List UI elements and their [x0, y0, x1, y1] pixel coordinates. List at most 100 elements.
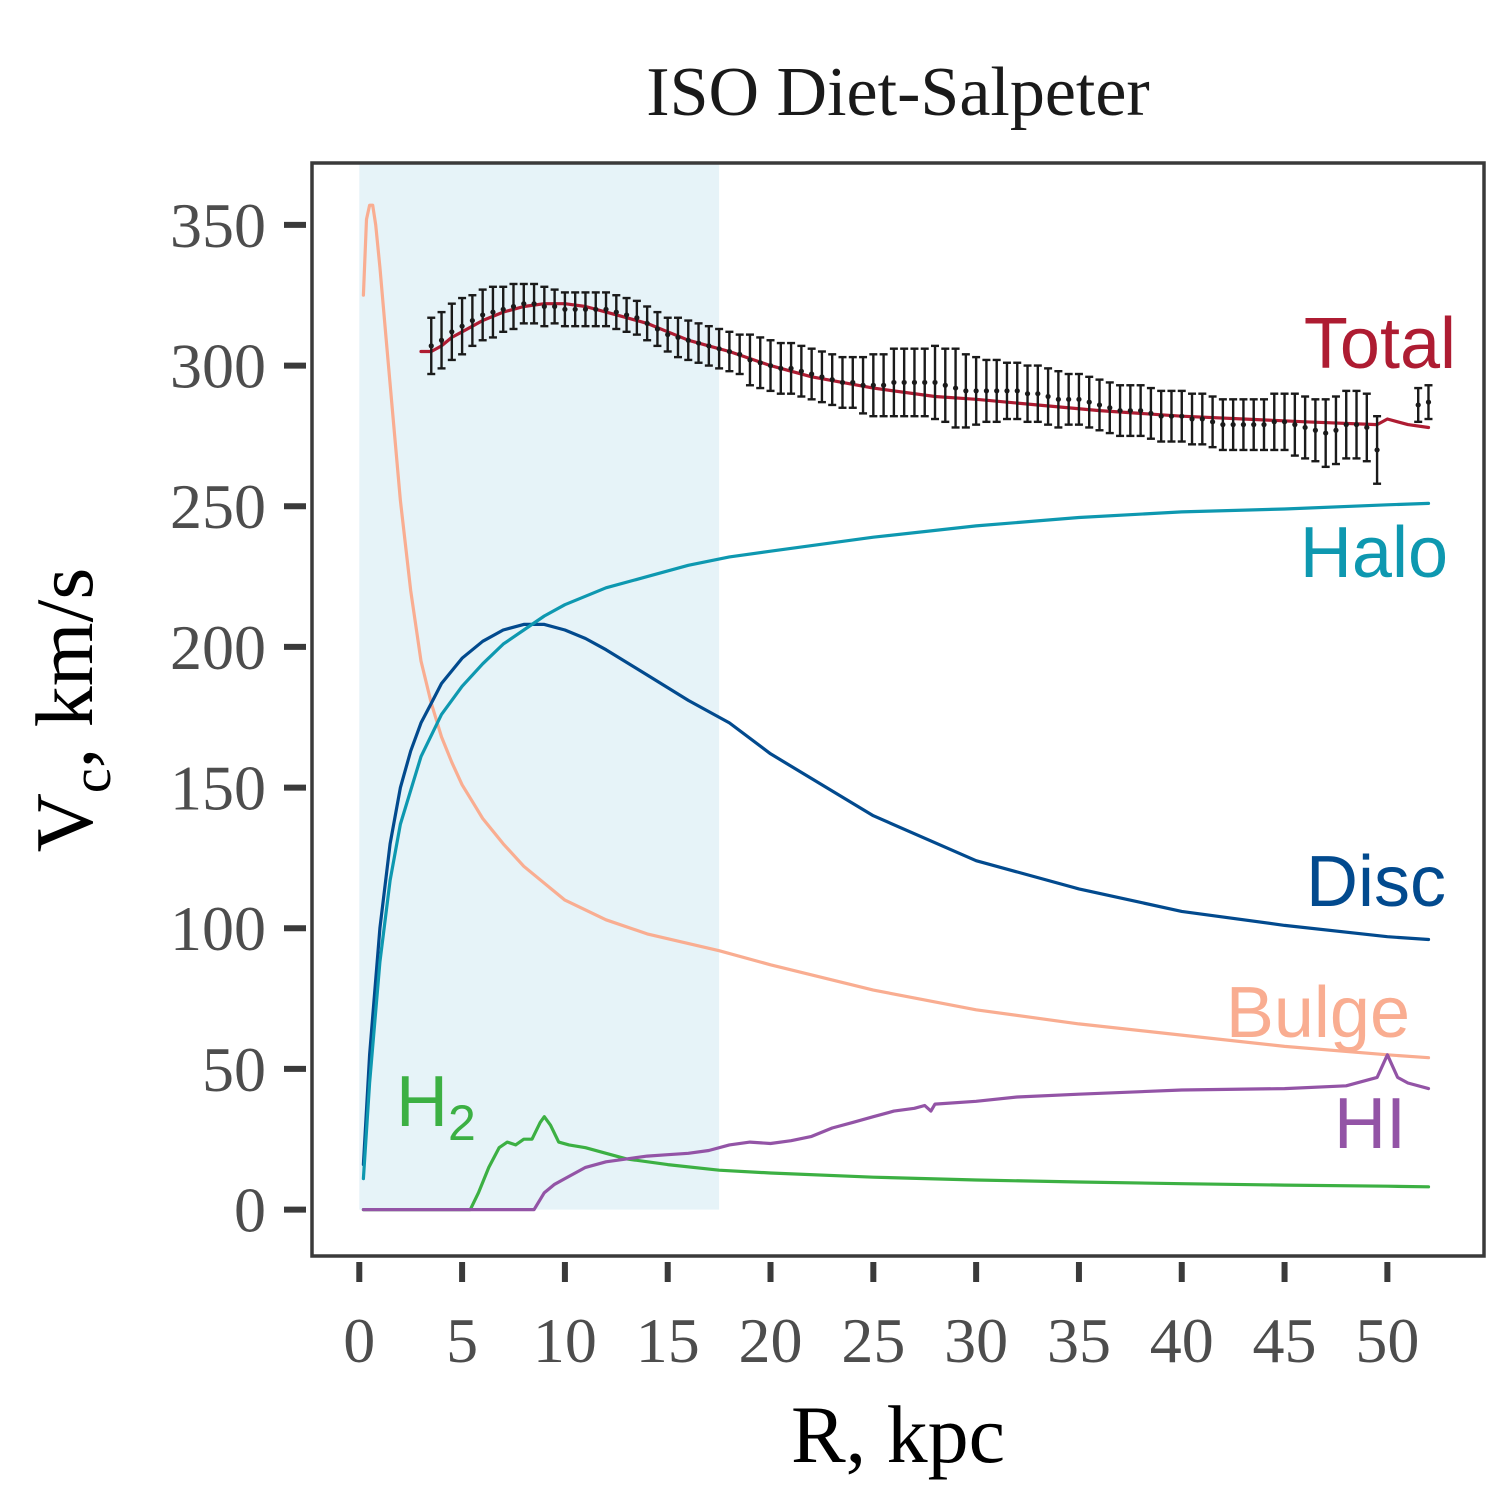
data-point	[581, 291, 590, 328]
data-point	[1074, 372, 1083, 426]
data-marker	[1168, 413, 1175, 419]
data-point	[499, 285, 508, 334]
shaded-region-layer	[359, 163, 720, 1210]
data-marker	[767, 362, 774, 369]
data-marker	[449, 329, 455, 335]
data-marker	[531, 301, 537, 307]
data-point	[879, 353, 888, 418]
data-marker	[1343, 422, 1349, 428]
data-point	[1414, 386, 1423, 424]
data-marker	[1076, 396, 1082, 402]
data-point	[1249, 398, 1258, 452]
series-label-bulge: Bulge	[1226, 973, 1410, 1053]
data-marker	[459, 323, 465, 329]
data-marker	[1425, 399, 1432, 405]
data-point	[622, 296, 631, 334]
data-marker	[973, 388, 979, 394]
data-point	[1373, 415, 1382, 485]
data-point	[694, 322, 703, 364]
data-marker	[428, 343, 434, 349]
data-marker	[603, 306, 609, 312]
data-marker	[582, 306, 589, 312]
data-point	[591, 291, 600, 328]
data-point	[1198, 392, 1207, 446]
data-marker	[623, 312, 630, 318]
series-line-halo	[361, 501, 1431, 1181]
data-point	[900, 347, 909, 418]
data-marker	[860, 382, 866, 388]
x-tick-label: 10	[533, 1305, 597, 1376]
data-marker	[1127, 407, 1133, 414]
data-marker	[1189, 416, 1195, 422]
data-point	[1146, 386, 1155, 440]
data-marker	[952, 385, 959, 391]
data-point	[1352, 389, 1361, 460]
data-point	[1064, 372, 1073, 426]
data-marker	[562, 306, 568, 312]
data-marker	[1107, 405, 1113, 411]
data-marker	[1312, 427, 1318, 433]
x-tick-label: 30	[944, 1305, 1008, 1376]
data-point	[653, 310, 662, 348]
data-point	[776, 341, 785, 395]
y-axis-ticks: 0 50 100 150 200 250 300 350	[170, 190, 306, 1246]
series-label-h2-main: H	[396, 1062, 448, 1142]
data-point	[530, 282, 539, 325]
series-label-h2: H2	[396, 1062, 476, 1151]
data-marker	[644, 320, 650, 326]
data-marker	[1251, 422, 1257, 428]
data-point	[1301, 395, 1310, 460]
data-point	[1280, 392, 1289, 452]
data-point	[807, 347, 816, 401]
data-point	[1259, 398, 1268, 452]
x-axis-ticks: 0 5 10 15 20 25 30 35 40 45 50	[343, 1262, 1419, 1376]
data-point	[704, 324, 713, 367]
data-marker	[1230, 422, 1236, 428]
data-point	[1188, 392, 1197, 446]
data-marker	[1117, 407, 1123, 414]
x-tick-label: 25	[841, 1305, 905, 1376]
data-point	[992, 358, 1001, 424]
data-point	[982, 358, 991, 424]
series-line-h2	[361, 1115, 1431, 1212]
data-marker	[1086, 399, 1092, 405]
data-marker	[521, 301, 527, 307]
data-point	[458, 296, 467, 356]
data-marker	[613, 309, 619, 315]
data-point	[468, 294, 477, 348]
data-marker	[675, 334, 681, 341]
series-label-halo: Halo	[1300, 513, 1448, 593]
data-point	[437, 310, 446, 370]
data-marker	[654, 326, 661, 332]
data-point	[1136, 384, 1145, 438]
data-point	[1239, 398, 1248, 452]
data-marker	[911, 379, 918, 386]
data-point	[509, 282, 518, 331]
data-point	[1321, 398, 1330, 469]
data-marker	[983, 388, 990, 394]
data-point	[1085, 375, 1094, 429]
data-point	[1270, 392, 1279, 452]
data-point	[1023, 364, 1032, 424]
data-point	[972, 355, 981, 426]
data-point	[1229, 398, 1238, 452]
series-label-h2-subscript: 2	[448, 1095, 476, 1151]
data-marker	[1158, 413, 1164, 419]
data-point	[838, 355, 847, 409]
data-point	[797, 344, 806, 398]
series-label-total: Total	[1304, 304, 1456, 384]
data-marker	[1045, 393, 1051, 400]
data-marker	[963, 388, 969, 394]
data-marker	[901, 379, 907, 386]
data-point	[1095, 378, 1104, 432]
data-point	[1208, 395, 1217, 449]
data-marker	[716, 346, 722, 352]
data-marker	[1281, 419, 1288, 425]
data-marker	[994, 388, 1000, 394]
data-marker	[1055, 396, 1061, 402]
y-axis-label-main: V	[19, 793, 110, 852]
data-marker	[1374, 447, 1380, 453]
data-marker	[1209, 419, 1216, 425]
x-tick-label: 0	[343, 1305, 375, 1376]
